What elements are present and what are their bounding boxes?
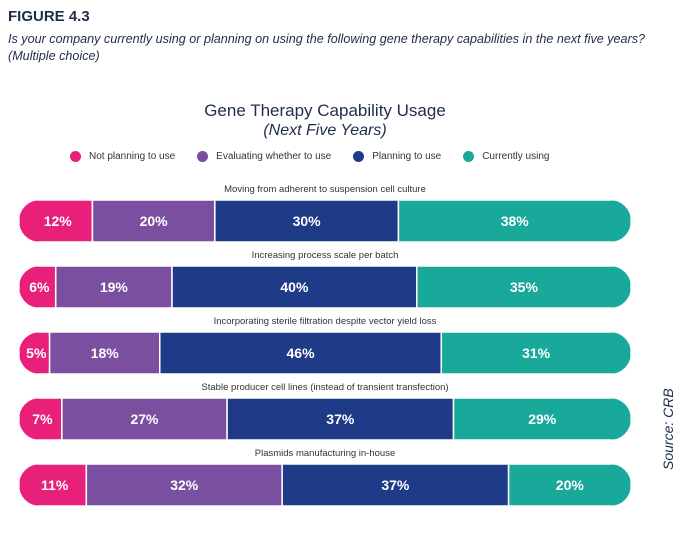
bar-segment	[397, 200, 631, 242]
category-label: Increasing process scale per batch	[252, 250, 399, 261]
data-label: 30%	[293, 213, 322, 229]
bar-segment	[507, 464, 631, 506]
data-label: 12%	[44, 213, 73, 229]
source-note: Source: CRB	[660, 388, 676, 470]
bar-segment	[416, 266, 631, 308]
legend-label-currently-using: Currently using	[482, 150, 550, 162]
bar-segment	[54, 266, 173, 308]
category-label: Stable producer cell lines (instead of t…	[201, 382, 448, 393]
data-label: 31%	[522, 345, 551, 361]
bar-segment	[91, 200, 216, 242]
legend-swatch-planning	[353, 150, 365, 162]
data-label: 46%	[287, 345, 316, 361]
data-label: 6%	[29, 279, 50, 295]
data-label: 29%	[528, 411, 557, 427]
data-label: 40%	[280, 279, 309, 295]
data-label: 19%	[100, 279, 129, 295]
legend-item-planning: Planning to use	[353, 150, 442, 162]
chart-title: Gene Therapy Capability Usage	[204, 101, 446, 120]
data-label: 32%	[170, 477, 199, 493]
legend-item-evaluating: Evaluating whether to use	[197, 150, 332, 162]
chart-legend: Not planning to use Evaluating whether t…	[70, 148, 571, 164]
bar-row	[19, 266, 631, 308]
data-label: 5%	[26, 345, 47, 361]
bar-segment	[440, 332, 631, 374]
data-label: 35%	[510, 279, 539, 295]
data-label: 18%	[91, 345, 120, 361]
bar-row	[19, 464, 631, 506]
legend-label-planning: Planning to use	[372, 150, 442, 162]
data-label: 20%	[556, 477, 585, 493]
data-label: 11%	[41, 477, 69, 493]
legend-label-evaluating: Evaluating whether to use	[216, 150, 332, 162]
bar-segment	[452, 398, 631, 440]
bar-row	[19, 332, 631, 374]
bar-row	[19, 200, 631, 242]
bar-segment	[48, 332, 161, 374]
figure-label: FIGURE 4.3	[8, 8, 90, 25]
figure-question: Is your company currently using or plann…	[8, 32, 646, 63]
bar-segment	[19, 200, 94, 242]
bar-segment	[159, 332, 443, 374]
legend-label-not-planning: Not planning to use	[89, 150, 176, 162]
legend-item-not-planning: Not planning to use	[70, 150, 176, 162]
category-label: Incorporating sterile filtration despite…	[214, 316, 437, 327]
bar-row	[19, 398, 631, 440]
bar-segment	[281, 464, 510, 506]
data-label: 7%	[32, 411, 53, 427]
legend-item-currently-using: Currently using	[463, 150, 550, 162]
category-label: Plasmids manufacturing in-house	[255, 448, 395, 459]
data-label: 37%	[381, 477, 410, 493]
chart-subtitle: (Next Five Years)	[263, 122, 387, 139]
data-label: 27%	[130, 411, 159, 427]
category-label: Moving from adherent to suspension cell …	[224, 184, 426, 195]
legend-swatch-currently-using	[463, 150, 475, 162]
legend-swatch-evaluating	[197, 150, 209, 162]
data-label: 38%	[501, 213, 530, 229]
legend-swatch-not-planning	[70, 150, 81, 162]
data-label: 20%	[140, 213, 169, 229]
data-label: 37%	[326, 411, 355, 427]
